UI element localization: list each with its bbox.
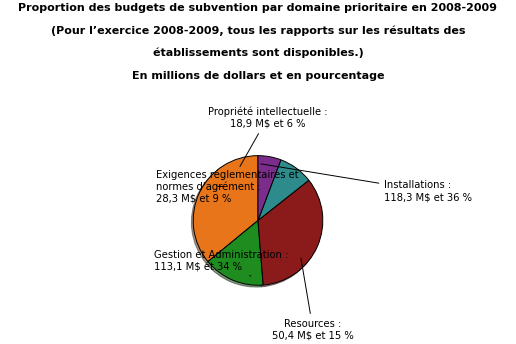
Text: Exigences réglementaires et
normes d'agrément :
28,3 M$ et 9 %: Exigences réglementaires et normes d'agr… [156, 170, 298, 204]
Text: Resources :
50,4 M$ et 15 %: Resources : 50,4 M$ et 15 % [272, 258, 354, 341]
Text: Propriété intellectuelle :
18,9 M$ et 6 %: Propriété intellectuelle : 18,9 M$ et 6 … [208, 106, 328, 166]
Wedge shape [193, 155, 258, 262]
Text: (Pour l’exercice 2008-2009, tous les rapports sur les résultats des: (Pour l’exercice 2008-2009, tous les rap… [51, 26, 465, 36]
Wedge shape [258, 155, 281, 221]
Text: Gestion et Administration :
113,1 M$ et 34 %: Gestion et Administration : 113,1 M$ et … [154, 250, 288, 276]
Text: établissements sont disponibles.): établissements sont disponibles.) [153, 47, 363, 58]
Text: Proportion des budgets de subvention par domaine prioritaire en 2008-2009: Proportion des budgets de subvention par… [19, 3, 497, 13]
Wedge shape [208, 221, 263, 285]
Wedge shape [258, 180, 323, 285]
Wedge shape [258, 160, 309, 221]
Text: Installations :
118,3 M$ et 36 %: Installations : 118,3 M$ et 36 % [261, 164, 472, 202]
Text: En millions de dollars et en pourcentage: En millions de dollars et en pourcentage [132, 71, 384, 80]
